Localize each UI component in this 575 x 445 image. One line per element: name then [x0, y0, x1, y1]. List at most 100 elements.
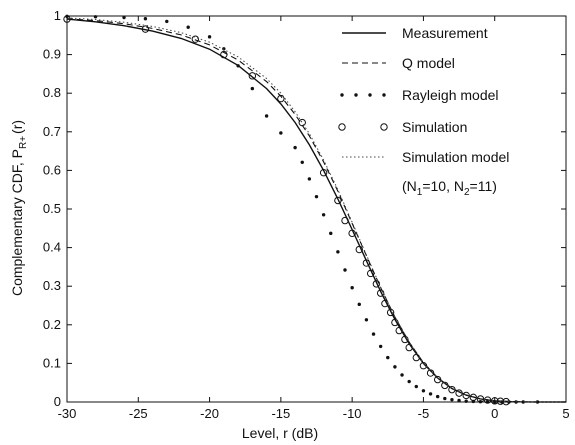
simulation-point: [362, 259, 371, 267]
simulation-point: [220, 50, 228, 59]
simulation-point: [401, 335, 409, 344]
rayleigh-model-point: [521, 400, 525, 404]
rayleigh-model-point: [336, 250, 340, 254]
rayleigh-model-point: [222, 47, 226, 51]
legend-label-simulation: Simulation: [402, 119, 467, 135]
rayleigh-model-point: [421, 389, 426, 393]
axes-layer: -30 -25 -20 -15 -10 -5 0 5 0 0.1 0.2 0.3 0.4 0.5 0.6 0.…: [43, 8, 570, 421]
plot-area: [66, 15, 567, 403]
simulation-point: [141, 25, 150, 33]
legend-params-text: =11): [470, 178, 497, 194]
legend-params-subscript: 1: [417, 187, 423, 198]
q-model-line: [66, 18, 566, 403]
simulation-point: [355, 245, 363, 254]
y-tick-label: 0.7: [43, 124, 61, 139]
rayleigh-model-point: [186, 25, 190, 29]
legend-label-params: (N1=10, N2=11): [402, 178, 497, 198]
simulation-point: [426, 369, 435, 377]
simulation-point: [433, 375, 442, 384]
rayleigh-model-point: [435, 394, 440, 399]
y-tick-label: 0.2: [43, 317, 61, 332]
simulation-point: [341, 216, 349, 225]
simulation-point: [319, 169, 328, 177]
simulation-model-line: [66, 17, 566, 403]
legend: Measurement Q model Rayleigh model Simulati…: [338, 25, 509, 198]
x-tick-label: -15: [271, 406, 290, 421]
y-tick-label: 0.5: [43, 201, 61, 216]
rayleigh-model-point: [350, 286, 354, 290]
legend-swatch-rayleigh-model: [382, 93, 386, 97]
simulation-point: [483, 396, 492, 404]
x-tick-label: 5: [562, 406, 569, 421]
legend-label-simulation-model: Simulation model: [402, 149, 509, 165]
simulation-point: [381, 299, 389, 308]
series-layer: [63, 14, 566, 406]
x-tick-label: -30: [58, 406, 77, 421]
rayleigh-model-point: [207, 35, 212, 39]
rayleigh-model-point: [443, 396, 447, 401]
rayleigh-model-point: [450, 397, 454, 402]
measurement-line: [66, 18, 566, 403]
y-axis-label: Complementary CDF, PR+ (r): [9, 120, 29, 296]
rayleigh-model-point: [428, 392, 433, 396]
simulation-point: [502, 397, 510, 406]
simulation-point: [366, 269, 375, 278]
y-tick-label: 0.6: [43, 162, 61, 177]
y-tick-label: 0.9: [43, 47, 61, 62]
rayleigh-model-point: [371, 332, 376, 336]
y-tick-label: 0.1: [43, 355, 61, 370]
rayleigh-model-point: [457, 398, 461, 403]
simulation-point: [391, 318, 399, 327]
y-axis-label-main: Complementary CDF, P: [9, 149, 25, 296]
simulation-point: [376, 289, 385, 297]
y-tick-label: 1: [54, 8, 61, 23]
rayleigh-model-point: [343, 268, 347, 272]
y-tick-label: 0: [54, 394, 61, 409]
simulation-point: [191, 35, 200, 43]
rayleigh-model-point: [464, 399, 468, 403]
simulation-point: [419, 362, 428, 370]
legend-swatch-simulation: [338, 123, 346, 131]
rayleigh-model-point: [264, 114, 269, 118]
rayleigh-model-point: [357, 302, 361, 307]
legend-params-text: (N: [402, 178, 417, 194]
rayleigh-model-point: [143, 17, 148, 21]
legend-swatch-rayleigh-model: [340, 93, 344, 97]
y-tick-label: 0.4: [43, 240, 61, 255]
x-tick-label: -20: [200, 406, 219, 421]
simulation-point: [448, 385, 456, 394]
rayleigh-model-point: [535, 400, 540, 404]
simulation-point: [334, 196, 342, 205]
simulation-point: [496, 397, 505, 405]
rayleigh-model-point: [400, 373, 404, 377]
rayleigh-model-point: [122, 15, 126, 20]
legend-label-q-model: Q model: [402, 55, 455, 71]
y-axis-label-suffix: (r): [9, 120, 25, 134]
rayleigh-model-point: [293, 145, 297, 150]
rayleigh-model-point: [307, 177, 312, 181]
legend-swatch-rayleigh-model: [354, 93, 358, 97]
plot-frame: [66, 15, 567, 403]
rayleigh-model-point: [93, 15, 98, 19]
rayleigh-model-point: [314, 194, 319, 199]
legend-params-text: =10, N: [422, 178, 464, 194]
legend-swatch-rayleigh-model: [368, 93, 372, 97]
rayleigh-model-point: [364, 318, 369, 322]
x-tick-label: 0: [491, 406, 498, 421]
x-tick-label: -5: [418, 406, 430, 421]
rayleigh-model-point: [414, 384, 418, 389]
simulation-point: [476, 395, 485, 403]
rayleigh-model-point: [321, 213, 326, 217]
rayleigh-model-point: [329, 231, 333, 236]
y-axis-label-subscript: R+: [18, 136, 29, 149]
rayleigh-model-point: [250, 86, 255, 91]
legend-params-subscript: 2: [464, 187, 470, 198]
rayleigh-model-point: [378, 344, 383, 349]
x-axis-label: Level, r (dB): [242, 425, 318, 441]
rayleigh-model-point: [279, 131, 283, 135]
rayleigh-model-point: [300, 160, 304, 164]
simulation-point: [248, 72, 257, 80]
simulation-point: [298, 118, 306, 127]
rayleigh-model-point: [393, 365, 397, 369]
